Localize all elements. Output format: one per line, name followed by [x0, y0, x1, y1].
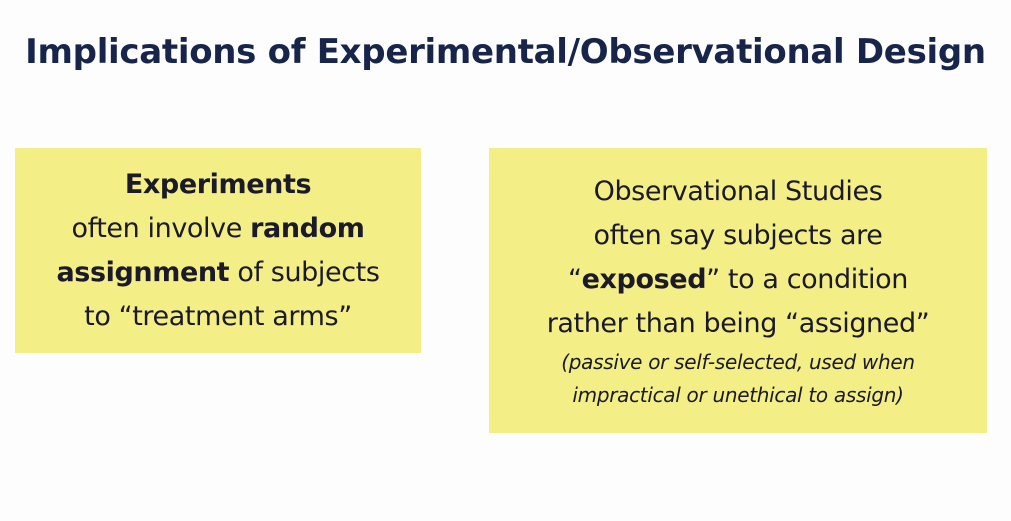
observational-note-1: (passive or self-selected, used when — [561, 349, 915, 374]
experiments-line-2: often involve random — [71, 212, 365, 244]
slide-title: Implications of Experimental/Observation… — [25, 32, 986, 72]
observational-line-4: rather than being “assigned” — [546, 307, 930, 339]
experiments-heading: Experiments — [124, 168, 312, 200]
observational-box: Observational Studies often say subjects… — [489, 148, 987, 433]
experiments-line-3: assignment of subjects — [56, 256, 380, 288]
observational-line-3: “exposed” to a condition — [568, 263, 908, 295]
experiments-line-4: to “treatment arms” — [84, 300, 352, 332]
observational-note-2: impractical or unethical to assign) — [572, 382, 904, 407]
experiments-box: Experiments often involve random assignm… — [15, 148, 421, 353]
observational-line-2: often say subjects are — [593, 219, 883, 251]
observational-heading: Observational Studies — [593, 175, 883, 207]
